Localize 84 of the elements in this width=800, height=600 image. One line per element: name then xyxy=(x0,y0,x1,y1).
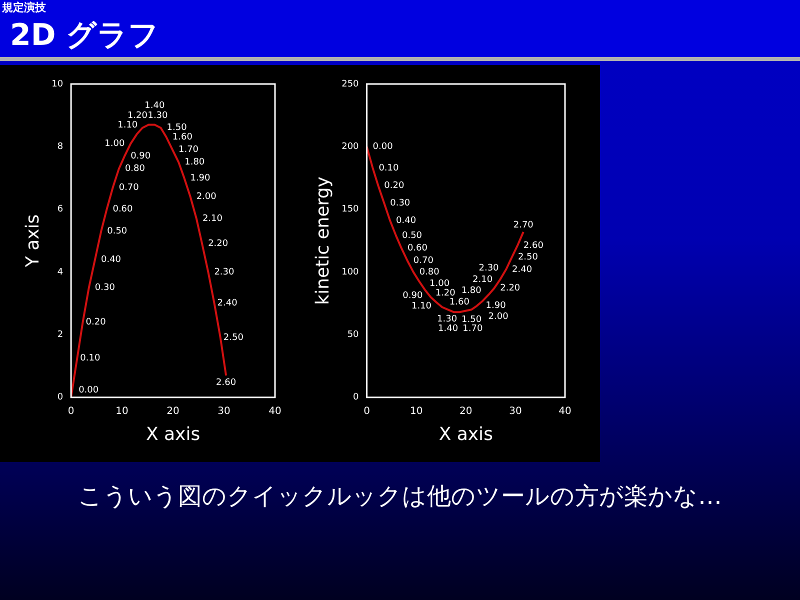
annotation: 1.30 xyxy=(148,110,168,120)
annotation: 0.70 xyxy=(413,256,434,266)
annotation: 1.80 xyxy=(461,285,482,296)
annotation: 2.50 xyxy=(223,332,244,343)
y-tick-label: 150 xyxy=(342,204,360,214)
annotation: 0.80 xyxy=(419,266,440,277)
y-tick-label: 250 xyxy=(342,78,360,89)
annotation: 0.90 xyxy=(402,290,423,300)
annotation: 2.10 xyxy=(472,274,493,285)
annotation: 1.70 xyxy=(178,144,199,155)
annotation: 0.70 xyxy=(118,182,140,192)
annotation: 1.90 xyxy=(486,300,506,311)
x-tick-label: 30 xyxy=(509,405,522,416)
annotation: 2.60 xyxy=(523,240,544,251)
y-axis-title: Y axis xyxy=(22,214,44,268)
annotation: 2.10 xyxy=(202,214,223,224)
annotation: 0.30 xyxy=(390,198,410,208)
annotation: 0.40 xyxy=(100,254,122,264)
annotation: 1.00 xyxy=(430,278,450,288)
annotation: 2.40 xyxy=(512,264,532,274)
x-tick-label: 40 xyxy=(268,405,282,416)
annotation: 1.50 xyxy=(166,122,188,133)
annotation: 0.80 xyxy=(124,163,146,174)
x-tick-label: 0 xyxy=(68,405,74,416)
annotation: 1.10 xyxy=(411,301,432,312)
annotation: 2.00 xyxy=(488,311,509,322)
annotation: 1.00 xyxy=(104,138,125,148)
y-tick-label: 2 xyxy=(57,330,64,340)
y-tick-label: 100 xyxy=(342,266,360,277)
annotation: 2.00 xyxy=(196,192,217,202)
annotation: 1.10 xyxy=(118,120,138,130)
annotation: 2.50 xyxy=(518,252,538,262)
annotation: 2.20 xyxy=(208,238,228,249)
x-tick-label: 30 xyxy=(218,405,230,416)
annotation: 1.50 xyxy=(462,314,482,324)
annotation: 0.90 xyxy=(130,150,151,161)
y-tick-label: 6 xyxy=(57,204,64,214)
x-tick-label: 40 xyxy=(558,405,572,416)
annotation: 0.00 xyxy=(372,142,394,152)
chart-subtitle: 規定演技 xyxy=(2,0,46,15)
x-axis-title: X axis xyxy=(438,423,493,444)
annotation: 1.90 xyxy=(190,172,211,183)
y-tick-label: 50 xyxy=(347,330,360,340)
y-tick-label: 8 xyxy=(57,142,64,152)
annotation: 2.30 xyxy=(214,266,234,277)
x-tick-label: 10 xyxy=(410,405,423,416)
annotation: 0.20 xyxy=(86,317,106,328)
chart-title: 2D グラフ xyxy=(10,17,160,55)
annotation: 0.10 xyxy=(378,162,400,173)
annotation: 0.60 xyxy=(112,204,134,214)
annotation: 1.40 xyxy=(438,323,458,334)
y-axis-title: kinetic energy xyxy=(312,176,334,304)
annotation: 1.20 xyxy=(127,110,148,121)
y-tick-label: 0 xyxy=(57,392,64,402)
annotation: 0.60 xyxy=(407,243,428,254)
annotation: 2.40 xyxy=(217,298,238,308)
annotation: 1.60 xyxy=(449,297,470,307)
annotation: 0.50 xyxy=(107,226,128,236)
y-tick-label: 4 xyxy=(57,266,64,277)
y-tick-label: 10 xyxy=(52,78,64,89)
y-tick-label: 0 xyxy=(353,392,360,402)
annotation: 2.60 xyxy=(216,377,236,388)
x-tick-label: 20 xyxy=(460,405,472,416)
annotation: 0.50 xyxy=(402,230,422,241)
annotation: 1.80 xyxy=(184,157,205,168)
annotation: 2.20 xyxy=(500,283,520,294)
x-axis-title: X axis xyxy=(146,423,200,444)
annotation: 2.30 xyxy=(478,263,500,274)
x-tick-label: 20 xyxy=(166,405,180,416)
annotation: 0.40 xyxy=(396,215,416,226)
annotation: 2.70 xyxy=(513,220,534,230)
annotation: 0.10 xyxy=(80,353,100,364)
annotation: 0.20 xyxy=(384,180,404,190)
x-tick-label: 10 xyxy=(116,405,128,416)
annotation: 0.00 xyxy=(78,384,99,395)
annotation: 1.20 xyxy=(435,288,456,298)
annotation: 1.70 xyxy=(462,323,483,334)
y-tick-label: 200 xyxy=(342,142,360,152)
x-tick-label: 0 xyxy=(364,405,370,416)
annotation: 0.30 xyxy=(94,282,116,293)
annotation: 1.40 xyxy=(144,100,165,111)
text: こういう図のクイックルックは他のツールの方が楽かな… xyxy=(77,481,723,512)
annotation: 1.60 xyxy=(172,132,193,142)
annotation: 1.30 xyxy=(437,314,458,324)
